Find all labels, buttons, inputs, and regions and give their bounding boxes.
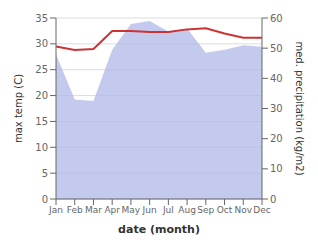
svg-text:20: 20 [35,90,48,101]
svg-text:25: 25 [35,64,48,75]
svg-text:Jan: Jan [48,205,63,215]
svg-text:med. precipitation (kg/m2): med. precipitation (kg/m2) [294,41,305,175]
svg-text:Mar: Mar [85,205,102,215]
svg-text:40: 40 [270,73,283,84]
svg-text:10: 10 [35,142,48,153]
svg-text:30: 30 [35,38,48,49]
svg-text:20: 20 [270,133,283,144]
svg-text:Feb: Feb [67,205,83,215]
svg-text:Oct: Oct [217,205,233,215]
svg-text:60: 60 [270,13,283,24]
svg-text:0: 0 [270,194,276,205]
svg-text:Nov: Nov [234,205,252,215]
svg-text:date (month): date (month) [118,223,200,236]
svg-text:30: 30 [270,103,283,114]
svg-text:Dec: Dec [253,205,270,215]
svg-text:50: 50 [270,43,283,54]
svg-text:Aug: Aug [178,205,196,215]
svg-text:max temp (C): max temp (C) [13,74,24,143]
svg-text:15: 15 [35,116,48,127]
svg-text:Apr: Apr [104,205,120,215]
svg-text:5: 5 [42,168,48,179]
svg-text:35: 35 [35,13,48,24]
svg-text:0: 0 [42,194,48,205]
svg-text:May: May [122,205,141,215]
svg-text:Sep: Sep [197,205,214,215]
svg-text:10: 10 [270,163,283,174]
svg-text:Jun: Jun [142,205,157,215]
svg-text:Jul: Jul [162,205,174,215]
